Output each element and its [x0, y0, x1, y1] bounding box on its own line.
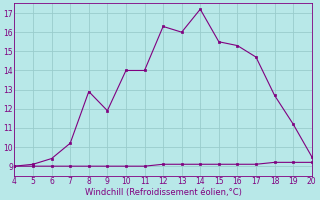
X-axis label: Windchill (Refroidissement éolien,°C): Windchill (Refroidissement éolien,°C) — [85, 188, 242, 197]
